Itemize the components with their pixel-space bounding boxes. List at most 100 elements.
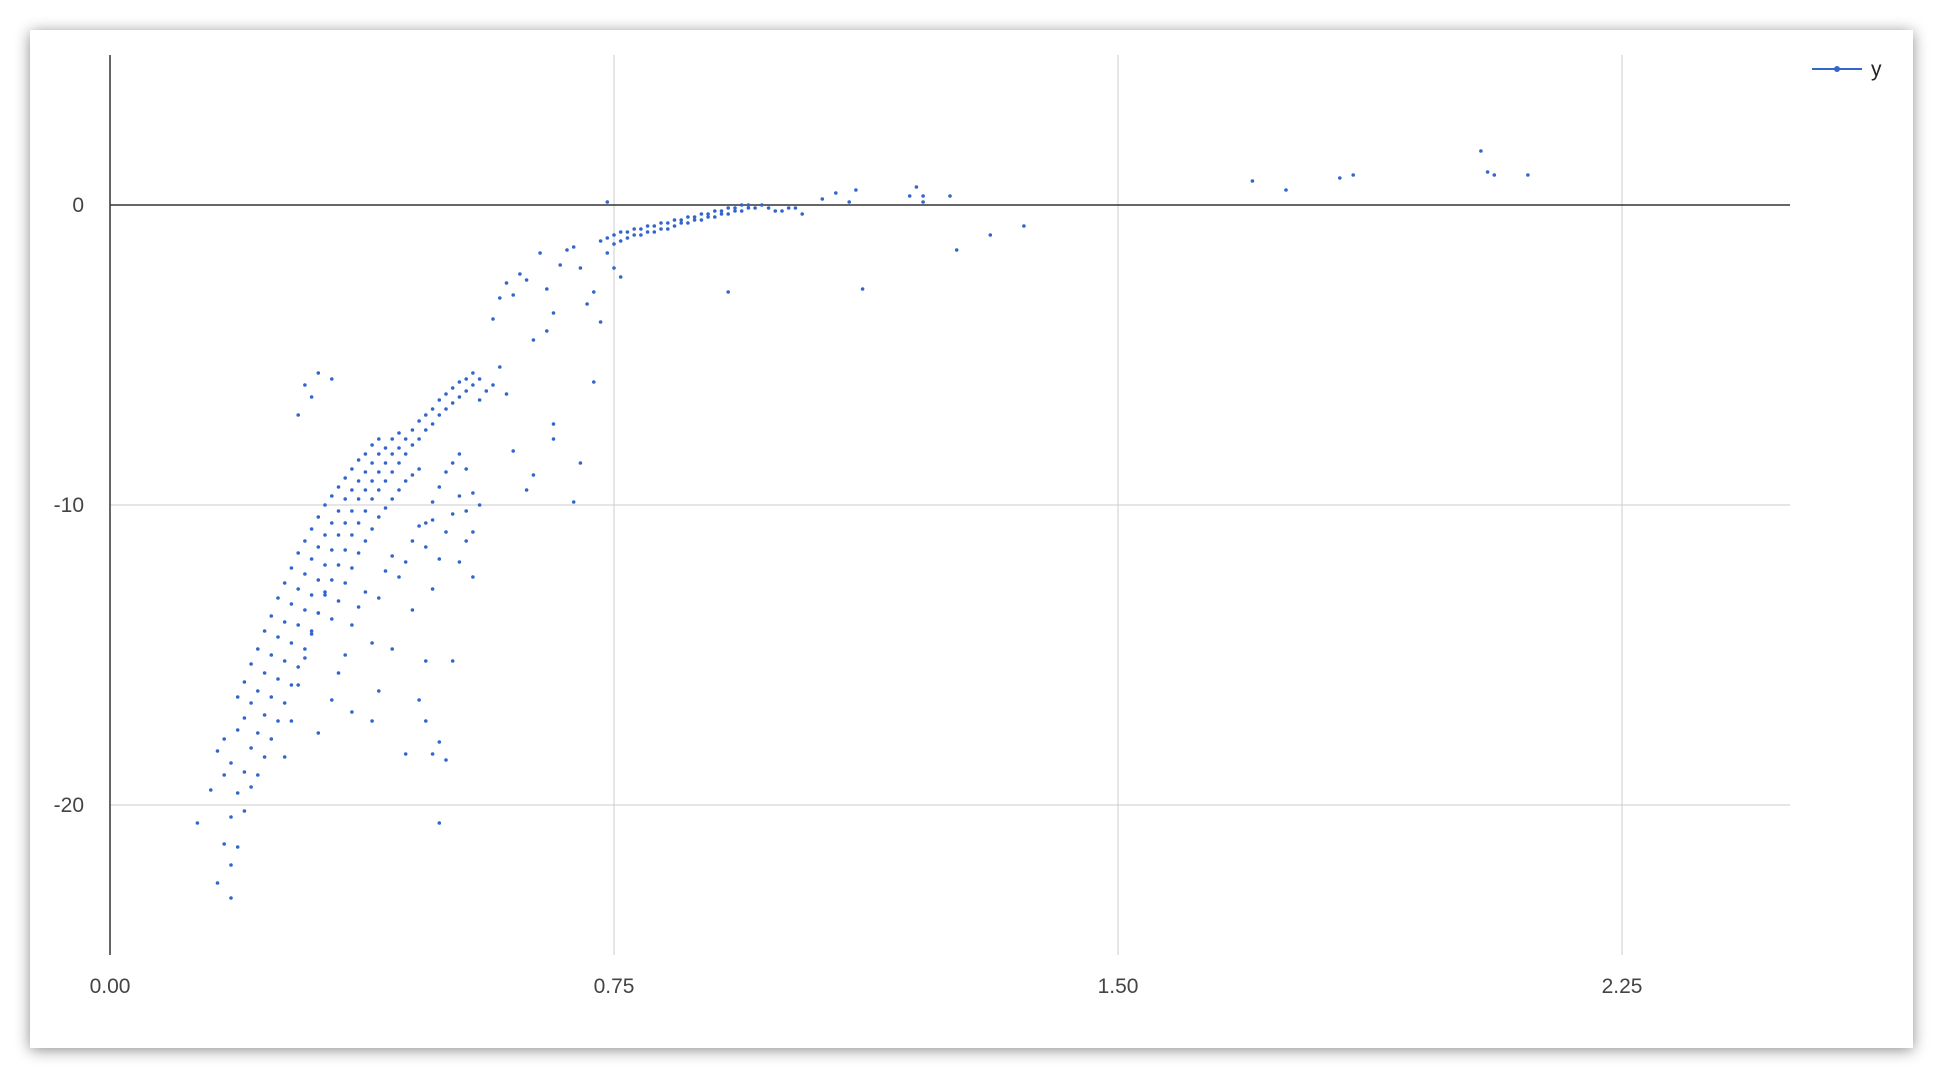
data-point: [403, 452, 408, 456]
data-point: [450, 512, 455, 516]
data-point: [713, 215, 717, 219]
data-point: [303, 656, 307, 660]
data-point: [403, 479, 408, 483]
data-point: [370, 719, 374, 723]
data-point: [538, 251, 542, 255]
data-point: [511, 293, 515, 297]
data-point: [417, 698, 421, 702]
data-point: [605, 251, 610, 255]
data-point: [269, 653, 274, 657]
data-point: [679, 218, 683, 222]
data-point: [437, 398, 442, 402]
data-point: [350, 533, 354, 537]
data-point: [585, 302, 589, 306]
data-point: [545, 329, 549, 333]
data-point: [377, 437, 381, 441]
data-point: [222, 842, 226, 846]
data-point: [565, 248, 569, 252]
data-point: [424, 719, 428, 723]
data-point: [726, 212, 730, 216]
data-point: [618, 230, 623, 234]
data-point: [625, 236, 630, 240]
data-point: [672, 224, 677, 228]
data-point: [316, 515, 321, 519]
data-point: [766, 206, 771, 210]
data-point: [424, 428, 428, 432]
data-point: [309, 527, 314, 531]
data-point: [235, 791, 240, 795]
data-point: [430, 518, 435, 522]
legend[interactable]: y: [1812, 58, 1882, 81]
data-point: [356, 479, 361, 483]
legend-label-y: y: [1871, 58, 1882, 81]
data-point: [666, 221, 670, 225]
data-point: [289, 719, 294, 723]
data-point: [430, 407, 435, 411]
data-point: [430, 752, 435, 756]
data-point: [383, 479, 388, 483]
data-point: [255, 647, 260, 651]
data-point: [780, 209, 784, 213]
data-point: [276, 596, 280, 600]
data-point: [343, 521, 348, 525]
data-point: [760, 203, 764, 207]
data-point: [1338, 176, 1342, 180]
data-point: [450, 401, 455, 405]
data-point: [430, 422, 435, 426]
data-point: [377, 515, 381, 519]
chart-card: [30, 30, 1913, 1048]
data-point: [477, 377, 482, 381]
data-point: [605, 200, 610, 204]
data-point: [403, 560, 408, 564]
data-point: [739, 203, 744, 207]
data-point: [571, 500, 576, 504]
data-point: [363, 539, 368, 543]
data-point: [471, 530, 475, 534]
data-point: [598, 239, 603, 243]
data-point: [450, 386, 455, 390]
data-point: [296, 665, 301, 669]
data-point: [491, 383, 495, 387]
data-point: [410, 539, 415, 543]
data-point: [444, 392, 448, 396]
data-point: [1022, 224, 1026, 228]
data-point: [477, 398, 482, 402]
data-point: [726, 290, 730, 294]
data-point: [363, 509, 368, 513]
data-point: [457, 452, 462, 456]
data-point: [1485, 170, 1490, 174]
data-point: [249, 746, 253, 750]
data-point: [377, 689, 381, 693]
data-point: [296, 623, 301, 627]
data-point: [424, 659, 428, 663]
gridlines: [110, 55, 1790, 955]
data-point: [1284, 188, 1288, 192]
data-point: [948, 194, 952, 198]
data-point: [639, 227, 643, 231]
data-point: [397, 461, 401, 465]
data-point: [249, 785, 253, 789]
data-point: [498, 296, 502, 300]
data-point: [330, 377, 334, 381]
data-point: [524, 278, 529, 282]
data-point: [235, 695, 240, 699]
data-point: [282, 620, 287, 624]
data-point: [323, 593, 327, 597]
data-point: [457, 494, 462, 498]
data-point: [592, 290, 596, 294]
data-point: [417, 467, 421, 471]
data-point: [444, 530, 448, 534]
data-point: [296, 551, 301, 555]
data-point: [598, 320, 603, 324]
data-point: [235, 845, 240, 849]
data-point: [289, 683, 294, 687]
data-point: [410, 473, 415, 477]
data-point: [679, 221, 683, 225]
data-point: [343, 548, 348, 552]
data-points: [195, 149, 1530, 900]
data-point: [370, 497, 374, 501]
data-point: [558, 263, 562, 267]
data-point: [551, 437, 556, 441]
y-tick-label: -20: [54, 794, 84, 817]
